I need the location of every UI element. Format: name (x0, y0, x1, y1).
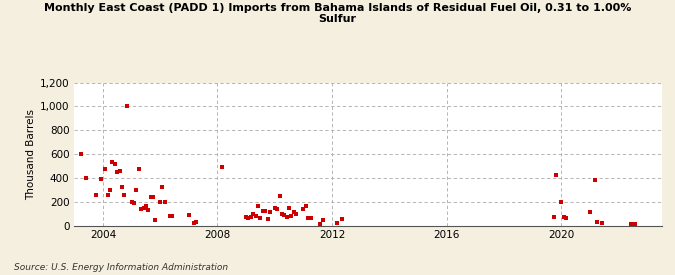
Point (315, 222, 325, 226)
Y-axis label: Thousand Barrels: Thousand Barrels (26, 109, 36, 199)
Point (122, 104, 132, 109)
Point (558, 215, 569, 219)
Point (217, 165, 227, 169)
Point (305, 216, 316, 221)
Point (155, 199, 165, 204)
Point (81, 176, 92, 180)
Point (128, 201, 139, 205)
Point (303, 216, 314, 221)
Point (167, 214, 178, 218)
Point (150, 218, 161, 222)
Point (112, 170, 123, 174)
Point (286, 214, 297, 218)
Point (331, 221, 342, 225)
Point (262, 217, 273, 221)
Point (131, 188, 142, 192)
Point (100, 167, 111, 172)
Point (252, 204, 263, 209)
Point (105, 188, 115, 192)
Point (145, 195, 156, 199)
Point (300, 204, 311, 209)
Point (317, 217, 328, 222)
Point (279, 213, 290, 217)
Point (148, 195, 159, 200)
Point (119, 192, 130, 197)
Point (95, 177, 106, 181)
Point (160, 199, 171, 204)
Point (241, 215, 252, 219)
Point (291, 211, 302, 216)
Point (103, 192, 113, 197)
Point (142, 208, 153, 212)
Point (298, 207, 309, 211)
Point (625, 222, 636, 227)
Point (589, 178, 600, 182)
Point (248, 211, 259, 216)
Text: Monthly East Coast (PADD 1) Imports from Bahama Islands of Residual Fuel Oil, 0.: Monthly East Coast (PADD 1) Imports from… (44, 3, 631, 24)
Point (597, 220, 608, 225)
Point (255, 216, 266, 221)
Point (157, 185, 168, 189)
Point (136, 207, 146, 211)
Point (76, 152, 87, 156)
Point (250, 214, 261, 218)
Point (630, 222, 641, 227)
Point (274, 194, 285, 198)
Point (138, 205, 149, 210)
Point (190, 220, 201, 224)
Point (592, 220, 603, 224)
Point (109, 161, 120, 166)
Point (561, 216, 572, 220)
Point (336, 217, 347, 221)
Point (284, 206, 294, 210)
Point (257, 209, 268, 213)
Point (551, 173, 562, 178)
Point (289, 210, 300, 214)
Point (140, 204, 151, 209)
Point (90, 192, 101, 197)
Point (585, 210, 595, 214)
Point (184, 213, 194, 217)
Point (107, 160, 117, 164)
Point (246, 214, 256, 219)
Point (556, 200, 566, 205)
Point (243, 216, 254, 220)
Point (114, 169, 125, 173)
Point (188, 220, 199, 225)
Point (260, 209, 271, 213)
Point (281, 215, 292, 219)
Point (133, 167, 144, 172)
Text: Source: U.S. Energy Information Administration: Source: U.S. Energy Information Administ… (14, 263, 227, 272)
Point (126, 199, 137, 204)
Point (277, 211, 288, 216)
Point (164, 214, 175, 218)
Point (265, 210, 275, 214)
Point (271, 207, 282, 211)
Point (549, 214, 560, 219)
Point (269, 205, 280, 210)
Point (117, 185, 128, 189)
